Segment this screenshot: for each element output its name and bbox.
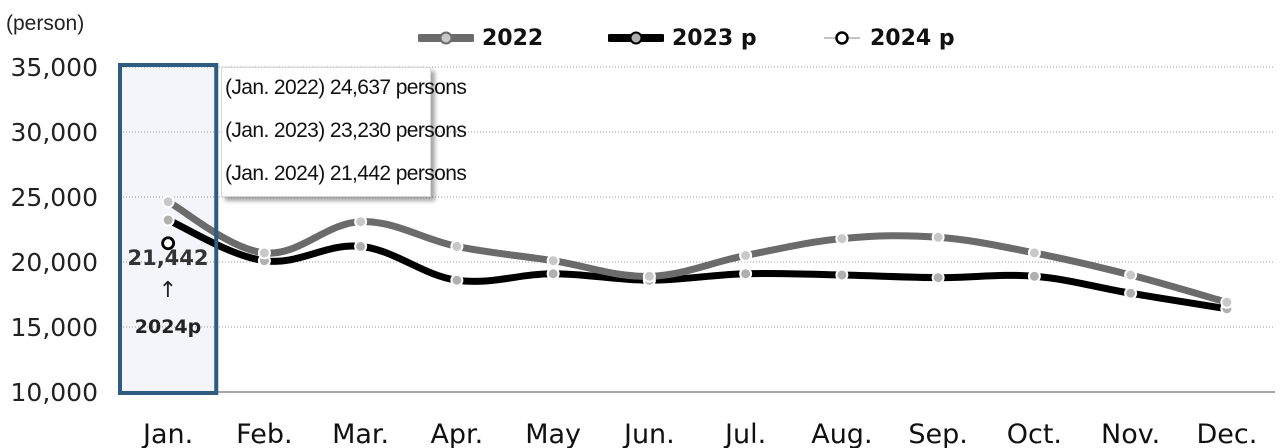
callout-line-2022: (Jan. 2022) 24,637 persons (225, 76, 467, 99)
jan-2024-year-label: 2024p (134, 316, 202, 338)
x-tick-label: Sep. (908, 419, 967, 448)
callout-line-2024: (Jan. 2024) 21,442 persons (225, 162, 467, 185)
data-point-2022 (257, 246, 271, 260)
x-tick-label: Feb. (236, 419, 292, 448)
x-tick-label: Nov. (1101, 419, 1160, 448)
january-highlight-fill (120, 65, 217, 393)
x-tick-label: Aug. (811, 419, 872, 448)
data-point-2022 (1027, 246, 1041, 260)
legend-marker-2023p-icon (608, 31, 664, 45)
legend-label-2024p: 2024 p (870, 25, 955, 51)
up-arrow-icon: ↑ (158, 278, 178, 303)
data-point-2023p (931, 271, 945, 285)
y-tick-label: 35,000 (11, 53, 98, 82)
x-tick-label: Jun. (622, 419, 675, 448)
data-point-2023p (161, 213, 175, 227)
data-point-2023p (835, 268, 849, 282)
data-point-2023p (354, 239, 368, 253)
data-point-2022 (642, 269, 656, 283)
x-tick-label: Jul. (723, 419, 766, 448)
data-point-2022 (450, 239, 464, 253)
data-point-2023p (1027, 269, 1041, 283)
jan-2024-value-label: 21,442 (127, 246, 209, 270)
legend-marker-2024p-icon (824, 31, 860, 45)
y-tick-label: 10,000 (11, 378, 98, 407)
data-point-2023p (450, 273, 464, 287)
data-point-2022 (546, 254, 560, 268)
data-point-2022 (1220, 295, 1234, 309)
x-tick-label: Oct. (1007, 419, 1062, 448)
legend-item-2022: 2022 (418, 22, 543, 54)
legend-label-2022: 2022 (482, 25, 544, 51)
y-tick-label: 15,000 (11, 313, 98, 342)
data-point-2023p (739, 267, 753, 281)
legend-item-2024p: 2024 p (822, 22, 955, 54)
x-tick-label: Apr. (430, 419, 483, 448)
data-point-2022 (161, 195, 175, 209)
data-point-2022 (354, 215, 368, 229)
january-values-callout: (Jan. 2022) 24,637 persons (Jan. 2023) 2… (221, 67, 467, 197)
x-tick-label: Jan. (141, 419, 193, 448)
legend-item-2023p: 2023 p (608, 22, 757, 54)
x-tick-label: May (525, 419, 581, 448)
data-point-2023p (546, 267, 560, 281)
data-point-2022 (835, 232, 849, 246)
legend-marker-2022-icon (418, 31, 474, 45)
callout-line-2023: (Jan. 2023) 23,230 persons (225, 119, 467, 142)
x-tick-label: Mar. (332, 419, 389, 448)
data-point-2023p (1124, 286, 1138, 300)
legend-label-2023p: 2023 p (672, 25, 757, 51)
series-line-2022 (164, 198, 1231, 306)
x-tick-label: Dec. (1196, 419, 1257, 448)
y-tick-label: 25,000 (11, 183, 98, 212)
y-tick-label: 20,000 (11, 248, 98, 277)
y-axis-unit-label: (person) (6, 12, 85, 35)
data-point-2022 (1124, 268, 1138, 282)
data-point-2022 (931, 230, 945, 244)
y-tick-label: 30,000 (11, 118, 98, 147)
data-point-2022 (739, 249, 753, 262)
data-point-2024p (161, 236, 176, 251)
january-highlight-frame (118, 63, 219, 395)
